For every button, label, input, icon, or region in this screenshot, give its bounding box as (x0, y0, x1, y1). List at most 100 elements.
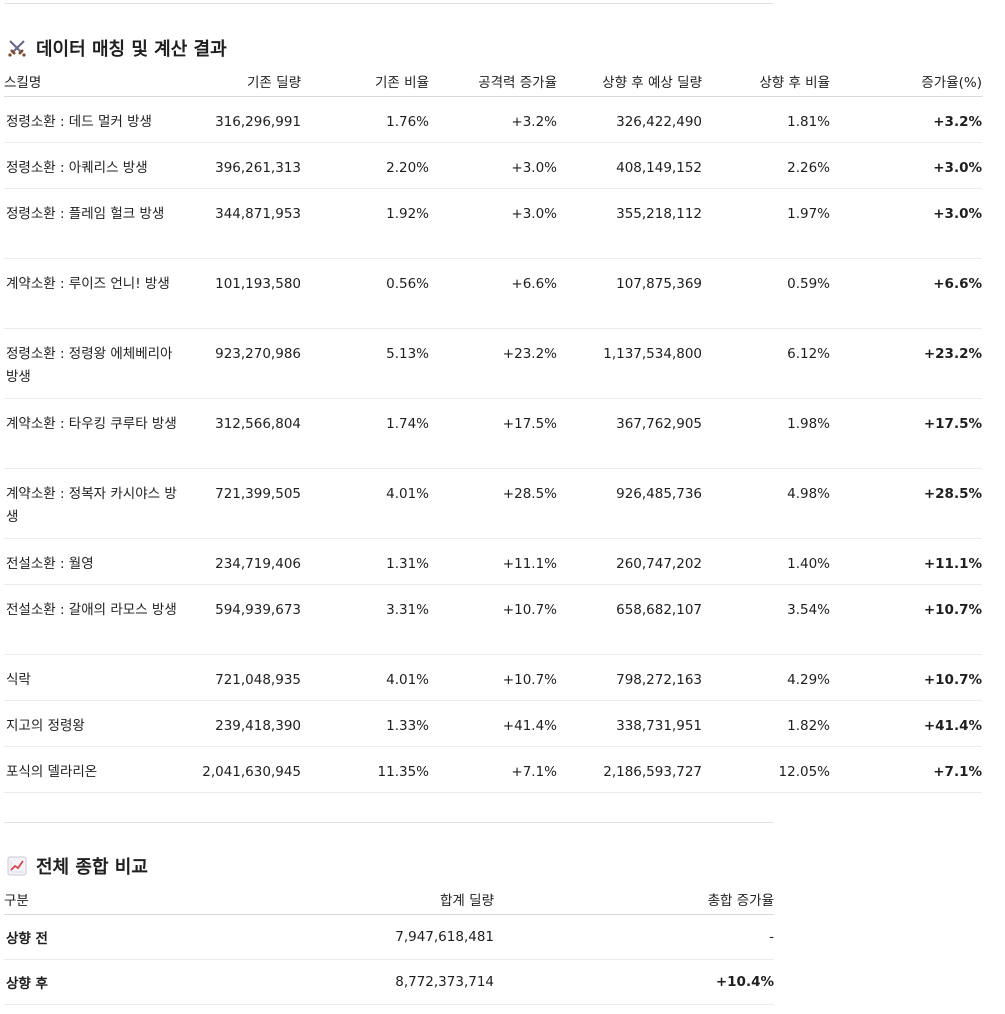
cell: +11.1% (830, 538, 982, 585)
cell: 326,422,490 (557, 96, 702, 143)
cell: +10.7% (830, 584, 982, 655)
crossed-swords-icon (6, 37, 28, 59)
skill-name: 계약소환 : 타우킹 쿠루타 방생 (4, 398, 178, 469)
cell: +3.0% (830, 188, 982, 259)
skill-name: 지고의 정령왕 (4, 700, 178, 747)
table-row: 계약소환 : 정복자 카시야스 방생 721,399,505 4.01% +28… (4, 468, 982, 539)
section-heading-summary: 전체 종합 비교 (6, 853, 148, 879)
cell: 1.82% (702, 700, 830, 747)
section-title: 전체 종합 비교 (36, 857, 148, 878)
summary-table: 구분 합계 딜량 총합 증가율 상향 전 7,947,618,481 - 상향 … (4, 884, 774, 1005)
skill-name: 정령소환 : 정령왕 에체베리아 방생 (4, 328, 178, 399)
cell: +3.2% (429, 96, 557, 143)
column-header: 총합 증가율 (494, 884, 774, 915)
table-row: 정령소환 : 정령왕 에체베리아 방생 923,270,986 5.13% +2… (4, 328, 982, 399)
cell: 5.13% (301, 328, 429, 399)
matching-table: 스킬명 기존 딜량 기존 비율 공격력 증가율 상향 후 예상 딜량 상향 후 … (4, 66, 982, 793)
skill-name: 전설소환 : 갈애의 라모스 방생 (4, 584, 178, 655)
cell: 1.40% (702, 538, 830, 585)
cell: +28.5% (830, 468, 982, 539)
cell: 658,682,107 (557, 584, 702, 655)
cell: 2,041,630,945 (178, 746, 301, 793)
column-header: 구분 (4, 884, 184, 915)
cell: 721,048,935 (178, 654, 301, 701)
skill-name: 포식의 델라리온 (4, 746, 178, 793)
column-header: 상향 후 예상 딜량 (557, 66, 702, 97)
cell: 408,149,152 (557, 142, 702, 189)
cell: +10.7% (830, 654, 982, 701)
cell: 11.35% (301, 746, 429, 793)
cell: +3.2% (830, 96, 982, 143)
table-row: 계약소환 : 루이즈 언니! 방생 101,193,580 0.56% +6.6… (4, 258, 982, 329)
cell: 234,719,406 (178, 538, 301, 585)
cell: 721,399,505 (178, 468, 301, 539)
cell: 594,939,673 (178, 584, 301, 655)
cell: +6.6% (830, 258, 982, 329)
cell: +41.4% (830, 700, 982, 747)
cell: +6.6% (429, 258, 557, 329)
table-row: 정령소환 : 아퀘리스 방생 396,261,313 2.20% +3.0% 4… (4, 142, 982, 189)
cell: 2,186,593,727 (557, 746, 702, 793)
cell: 4.29% (702, 654, 830, 701)
cell: 344,871,953 (178, 188, 301, 259)
cell: 3.54% (702, 584, 830, 655)
cell: 4.01% (301, 654, 429, 701)
skill-name: 계약소환 : 정복자 카시야스 방생 (4, 468, 178, 539)
cell: 101,193,580 (178, 258, 301, 329)
cell: 3.31% (301, 584, 429, 655)
cell: 12.05% (702, 746, 830, 793)
cell: 367,762,905 (557, 398, 702, 469)
cell: 4.98% (702, 468, 830, 539)
cell: 312,566,804 (178, 398, 301, 469)
cell: +41.4% (429, 700, 557, 747)
cell: 7,947,618,481 (184, 914, 494, 960)
column-header: 합계 딜량 (184, 884, 494, 915)
cell: +23.2% (830, 328, 982, 399)
cell: +17.5% (429, 398, 557, 469)
skill-name: 전설소환 : 월영 (4, 538, 178, 585)
cell: 316,296,991 (178, 96, 301, 143)
table-row: 상향 전 7,947,618,481 - (4, 914, 774, 960)
cell: 923,270,986 (178, 328, 301, 399)
table-row: 전설소환 : 갈애의 라모스 방생 594,939,673 3.31% +10.… (4, 584, 982, 655)
cell: 1.81% (702, 96, 830, 143)
table-row: 정령소환 : 데드 멀커 방생 316,296,991 1.76% +3.2% … (4, 96, 982, 143)
cell: 6.12% (702, 328, 830, 399)
table-row: 정령소환 : 플레임 헐크 방생 344,871,953 1.92% +3.0%… (4, 188, 982, 259)
column-header: 공격력 증가율 (429, 66, 557, 97)
skill-name: 정령소환 : 데드 멀커 방생 (4, 96, 178, 143)
cell: 1.31% (301, 538, 429, 585)
cell: +11.1% (429, 538, 557, 585)
table-row: 지고의 정령왕 239,418,390 1.33% +41.4% 338,731… (4, 700, 982, 747)
cell: 1.92% (301, 188, 429, 259)
column-header: 상향 후 비율 (702, 66, 830, 97)
cell: +7.1% (830, 746, 982, 793)
row-label: 상향 후 (4, 959, 184, 1005)
cell: +10.7% (429, 654, 557, 701)
skill-name: 정령소환 : 플레임 헐크 방생 (4, 188, 178, 259)
cell: +10.4% (494, 959, 774, 1005)
cell: +3.0% (830, 142, 982, 189)
cell: 396,261,313 (178, 142, 301, 189)
cell: 1.97% (702, 188, 830, 259)
cell: 260,747,202 (557, 538, 702, 585)
skill-name: 식락 (4, 654, 178, 701)
cell: 1.33% (301, 700, 429, 747)
cell: 2.26% (702, 142, 830, 189)
column-header: 증가율(%) (830, 66, 982, 97)
cell: +3.0% (429, 142, 557, 189)
cell: +10.7% (429, 584, 557, 655)
cell: 1.98% (702, 398, 830, 469)
section-divider (4, 822, 774, 823)
cell: +3.0% (429, 188, 557, 259)
cell: 1.76% (301, 96, 429, 143)
cell: 107,875,369 (557, 258, 702, 329)
cell: 2.20% (301, 142, 429, 189)
table-row: 상향 후 8,772,373,714 +10.4% (4, 959, 774, 1005)
section-heading-matching: 데이터 매칭 및 계산 결과 (6, 35, 227, 61)
column-header: 기존 딜량 (178, 66, 301, 97)
table-header-row: 구분 합계 딜량 총합 증가율 (4, 884, 774, 915)
cell: 798,272,163 (557, 654, 702, 701)
table-header-row: 스킬명 기존 딜량 기존 비율 공격력 증가율 상향 후 예상 딜량 상향 후 … (4, 66, 982, 97)
table-row: 포식의 델라리온 2,041,630,945 11.35% +7.1% 2,18… (4, 746, 982, 793)
